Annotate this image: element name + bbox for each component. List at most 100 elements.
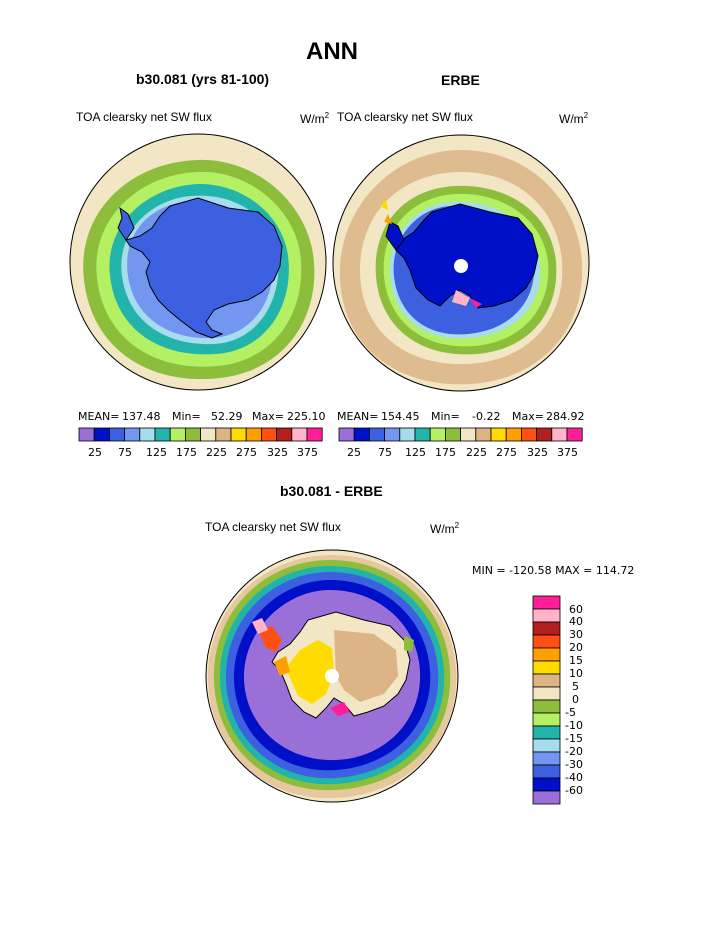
cb2-swatch xyxy=(399,427,416,442)
diff-minmax: MIN = -120.58 MAX = 114.72 xyxy=(472,564,635,577)
page-title: ANN xyxy=(306,38,358,65)
panel2-min-value: -0.22 xyxy=(472,410,501,423)
cb1-swatch xyxy=(124,427,141,442)
cb2-swatch xyxy=(429,427,446,442)
cb1-swatch xyxy=(78,427,95,442)
cb1-tick: 375 xyxy=(297,446,318,459)
cb2-tick: 375 xyxy=(557,446,578,459)
map-model xyxy=(70,134,326,390)
map3-polehole xyxy=(325,669,339,683)
cb3-swatch xyxy=(532,699,561,714)
cb1-swatch xyxy=(139,427,156,442)
cb2-swatch xyxy=(384,427,401,442)
cb1-swatch xyxy=(276,427,293,442)
cb3-swatch xyxy=(532,634,561,649)
cb1-tick: 175 xyxy=(176,446,197,459)
colorbar-diff xyxy=(532,595,561,805)
cb1-swatch xyxy=(154,427,171,442)
cb3-swatch xyxy=(532,712,561,727)
map3-peninsula-red xyxy=(258,626,282,652)
panel2-unit: W/m2 xyxy=(559,111,589,126)
cb2-swatch xyxy=(551,427,568,442)
cb2-tick: 75 xyxy=(378,446,392,459)
panel2-mean-label: MEAN= xyxy=(337,410,379,423)
cb3-tick: -30 xyxy=(565,758,583,771)
map3-shelf-magenta xyxy=(330,702,350,716)
cb1-tick: 325 xyxy=(267,446,288,459)
panel1-min-value: 52.29 xyxy=(211,410,243,423)
cb3-tick: -40 xyxy=(565,771,583,784)
map2-shelf-magenta xyxy=(470,298,482,308)
cb2-swatch xyxy=(536,427,553,442)
panel1-subtitle: b30.081 (yrs 81-100) xyxy=(136,71,270,87)
map3-interior-orange xyxy=(274,656,290,676)
cb3-tick: -5 xyxy=(565,706,576,719)
cb3-swatch xyxy=(532,660,561,675)
cb3-swatch xyxy=(532,725,561,740)
cb1-swatch xyxy=(230,427,247,442)
cb2-swatch xyxy=(475,427,492,442)
cb3-tick: 10 xyxy=(569,667,583,680)
cb2-tick: 25 xyxy=(347,446,361,459)
cb3-swatch xyxy=(532,608,561,623)
cb3-swatch xyxy=(532,621,561,636)
cb2-swatch xyxy=(414,427,431,442)
cb1-tick: 225 xyxy=(206,446,227,459)
cb3-swatch xyxy=(532,764,561,779)
panel1-min-label: Min= xyxy=(172,410,201,423)
cb2-swatch xyxy=(444,427,461,442)
cb2-swatch xyxy=(353,427,370,442)
panel2-variable-label: TOA clearsky net SW flux xyxy=(337,110,473,124)
cb1-tick: 275 xyxy=(236,446,257,459)
panel1-max-label: Max= xyxy=(252,410,284,423)
map3-interior-yellow xyxy=(286,640,334,704)
map2-border xyxy=(332,134,590,392)
cb3-swatch xyxy=(532,751,561,766)
cb3-tick: -60 xyxy=(565,784,583,797)
cb3-tick: 15 xyxy=(569,654,583,667)
map-diff xyxy=(206,550,458,802)
cb3-swatch xyxy=(532,790,561,805)
map1-peninsula xyxy=(117,206,135,241)
panel1-mean-label: MEAN= xyxy=(78,410,120,423)
map3-peninsula-pink xyxy=(252,618,268,634)
cb3-tick: 60 xyxy=(569,603,583,616)
map2-polehole xyxy=(454,259,468,273)
cb2-tick: 175 xyxy=(435,446,456,459)
cb2-swatch xyxy=(460,427,477,442)
diff-subtitle: b30.081 - ERBE xyxy=(280,483,383,499)
cb2-swatch xyxy=(505,427,522,442)
panel2-min-label: Min= xyxy=(431,410,460,423)
cb2-swatch xyxy=(521,427,538,442)
cb1-swatch xyxy=(184,427,201,442)
cb3-swatch xyxy=(532,777,561,792)
map2-shelf-pink xyxy=(452,290,470,306)
colorbar-panel2 xyxy=(338,427,583,442)
map3-coast-green xyxy=(404,636,414,652)
cb2-tick: 325 xyxy=(527,446,548,459)
cb1-swatch xyxy=(215,427,232,442)
cb2-swatch xyxy=(368,427,385,442)
diff-variable-label: TOA clearsky net SW flux xyxy=(205,520,341,534)
cb1-swatch xyxy=(245,427,262,442)
panel1-max-value: 225.10 xyxy=(287,410,326,423)
cb1-swatch xyxy=(200,427,217,442)
cb1-swatch xyxy=(169,427,186,442)
cb1-swatch xyxy=(291,427,308,442)
cb3-swatch xyxy=(532,647,561,662)
cb2-swatch xyxy=(566,427,583,442)
map2-patch-yellow xyxy=(380,200,388,210)
panel1-variable-label: TOA clearsky net SW flux xyxy=(76,110,212,124)
cb2-tick: 225 xyxy=(466,446,487,459)
map2-peninsula-edge-orange xyxy=(384,214,392,224)
cb2-swatch xyxy=(490,427,507,442)
cb1-swatch xyxy=(260,427,277,442)
cb3-tick: -10 xyxy=(565,719,583,732)
panel2-max-label: Max= xyxy=(512,410,544,423)
map-erbe xyxy=(333,135,589,391)
diff-unit: W/m2 xyxy=(430,521,460,536)
cb2-swatch xyxy=(338,427,355,442)
map3-interior-tan xyxy=(334,630,398,702)
map2-peninsula xyxy=(385,221,405,251)
